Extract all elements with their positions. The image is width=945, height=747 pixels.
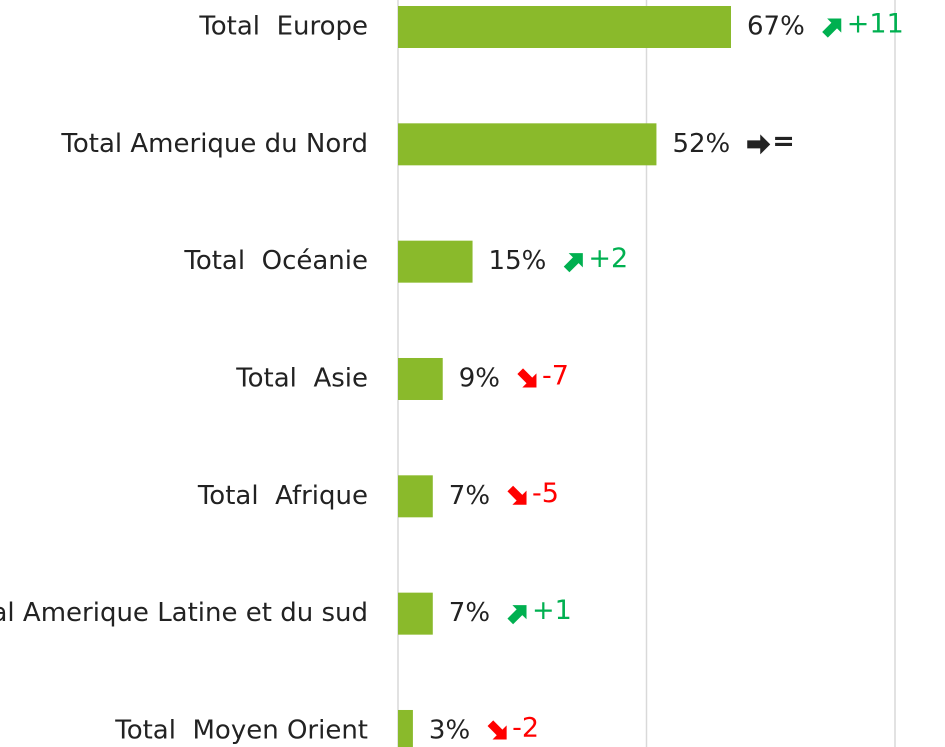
category-label: Total Amerique du Nord bbox=[60, 129, 368, 159]
change-label: +1 bbox=[532, 595, 572, 626]
change-label: -5 bbox=[532, 478, 559, 509]
bar bbox=[398, 123, 657, 166]
change-label: -2 bbox=[512, 712, 539, 743]
bar bbox=[398, 592, 433, 635]
change-label: +2 bbox=[588, 243, 628, 274]
trend-arrow bbox=[563, 253, 583, 273]
change-label: -7 bbox=[542, 360, 569, 391]
value-label: 3% bbox=[429, 715, 470, 745]
change-label: = bbox=[772, 126, 795, 157]
arrow-icon bbox=[517, 368, 537, 388]
category-label: Total Asie bbox=[235, 363, 368, 393]
bar bbox=[398, 357, 443, 400]
trend-arrow bbox=[487, 720, 507, 740]
bar bbox=[398, 6, 731, 48]
trend-arrow bbox=[747, 134, 771, 155]
arrow-icon bbox=[487, 720, 507, 740]
trend-arrow bbox=[822, 18, 842, 38]
arrow-icon bbox=[822, 18, 842, 38]
category-label: Total Amerique Latine et du sud bbox=[0, 598, 368, 628]
trend-arrow bbox=[507, 605, 527, 625]
value-label: 15% bbox=[489, 246, 547, 276]
value-label: 67% bbox=[747, 12, 805, 42]
bar bbox=[398, 240, 473, 283]
value-label: 52% bbox=[672, 129, 730, 159]
category-label: Total Moyen Orient bbox=[114, 715, 368, 745]
change-label: +11 bbox=[847, 9, 904, 40]
arrow-icon bbox=[563, 253, 583, 273]
arrow-icon bbox=[507, 605, 527, 625]
value-label: 9% bbox=[459, 363, 500, 393]
trend-arrow bbox=[517, 368, 537, 388]
arrow-icon bbox=[747, 134, 771, 155]
category-label: Total Océanie bbox=[183, 246, 368, 276]
category-label: Total Europe bbox=[198, 12, 368, 42]
value-label: 7% bbox=[449, 481, 490, 511]
value-label: 7% bbox=[449, 598, 490, 628]
bar bbox=[398, 475, 433, 518]
bar bbox=[398, 709, 413, 747]
category-label: Total Afrique bbox=[197, 481, 368, 511]
trend-arrow bbox=[507, 485, 527, 505]
arrow-icon bbox=[507, 485, 527, 505]
